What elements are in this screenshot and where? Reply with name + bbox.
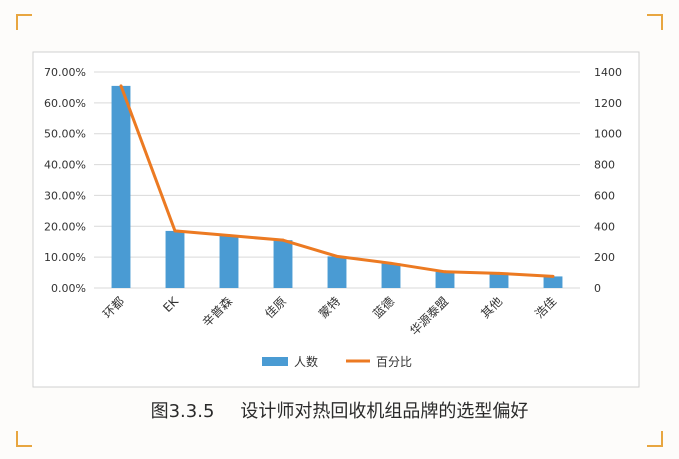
legend-swatch-bar xyxy=(262,357,288,366)
bar xyxy=(489,273,509,288)
left-tick-label: 20.00% xyxy=(44,220,86,233)
right-tick-label: 1000 xyxy=(594,128,622,141)
left-tick-label: 50.00% xyxy=(44,128,86,141)
line-point xyxy=(119,84,123,88)
corner-bracket-top-right xyxy=(647,14,663,30)
bar xyxy=(327,256,347,288)
bar xyxy=(111,85,131,288)
bar xyxy=(543,276,563,288)
legend-label-line: 百分比 xyxy=(376,355,412,369)
line-point xyxy=(173,229,177,233)
right-tick-label: 400 xyxy=(594,220,615,233)
figure-title: 设计师对热回收机组品牌的选型偏好 xyxy=(240,401,529,422)
corner-bracket-bottom-left xyxy=(16,431,32,447)
left-tick-label: 60.00% xyxy=(44,97,86,110)
figure-caption: 图3.3.5 设计师对热回收机组品牌的选型偏好 xyxy=(0,397,679,423)
bar-series xyxy=(111,85,563,288)
line-point xyxy=(335,254,339,258)
left-tick-label: 10.00% xyxy=(44,251,86,264)
corner-bracket-top-left xyxy=(16,14,32,30)
right-axis-ticks: 0 200 400 600 800 1000 1200 1400 xyxy=(594,66,622,295)
right-tick-label: 800 xyxy=(594,159,615,172)
figure-number: 图3.3.5 xyxy=(150,401,215,422)
bar xyxy=(381,263,401,288)
right-tick-label: 200 xyxy=(594,251,615,264)
left-tick-label: 40.00% xyxy=(44,159,86,172)
right-tick-label: 0 xyxy=(594,282,601,295)
bar xyxy=(219,235,239,288)
line-point xyxy=(551,274,555,278)
line-point xyxy=(443,270,447,274)
line-point xyxy=(281,238,285,242)
legend-label-bar: 人数 xyxy=(294,354,318,369)
legend: 人数 百分比 xyxy=(262,354,412,369)
right-tick-label: 1400 xyxy=(594,66,622,79)
bar xyxy=(165,230,185,288)
line-point xyxy=(227,234,231,238)
corner-bracket-bottom-right xyxy=(647,431,663,447)
line-point xyxy=(497,271,501,275)
right-tick-label: 1200 xyxy=(594,97,622,110)
left-tick-label: 70.00% xyxy=(44,66,86,79)
right-tick-label: 600 xyxy=(594,189,615,202)
bar xyxy=(435,271,455,288)
chart-frame xyxy=(32,51,640,388)
left-axis-ticks: 0.00% 10.00% 20.00% 30.00% 40.00% 50.00% 60.00… xyxy=(44,66,86,295)
line-series xyxy=(119,84,555,278)
line-point xyxy=(389,261,393,265)
bar xyxy=(273,240,293,288)
left-tick-label: 30.00% xyxy=(44,189,86,202)
left-tick-label: 0.00% xyxy=(51,282,86,295)
